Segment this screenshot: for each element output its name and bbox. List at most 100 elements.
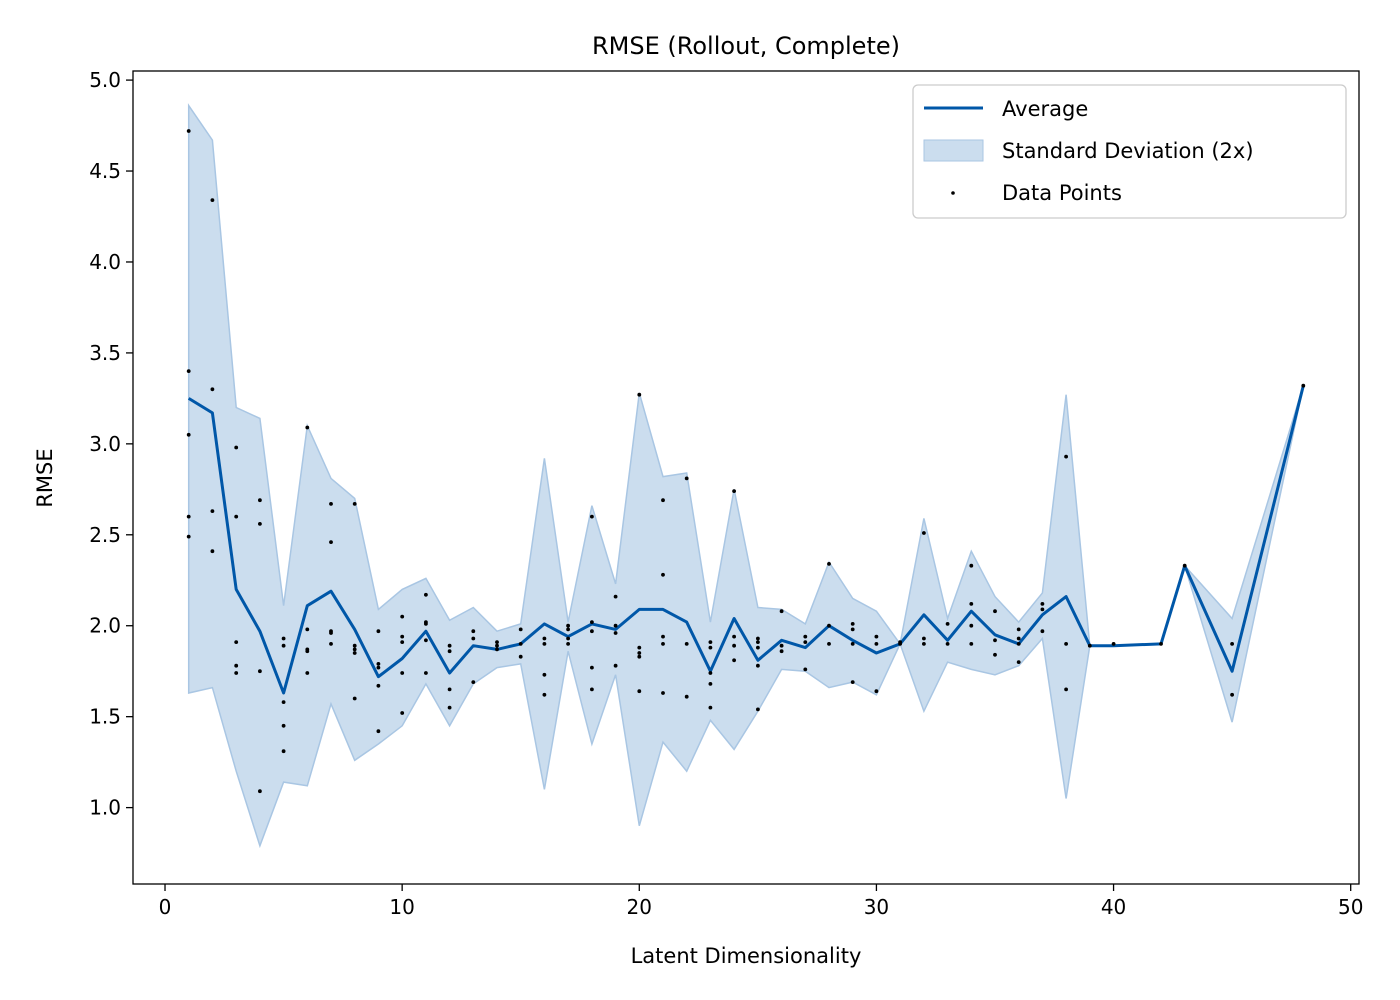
data-point — [590, 687, 594, 692]
data-point — [732, 643, 736, 648]
data-point — [684, 694, 689, 699]
data-point — [376, 662, 381, 666]
data-point — [258, 498, 262, 503]
data-point — [613, 623, 618, 628]
data-point — [1159, 642, 1163, 646]
data-point — [234, 671, 239, 675]
data-point — [708, 671, 713, 675]
data-point — [424, 671, 428, 675]
data-point — [850, 627, 855, 632]
data-point — [637, 651, 642, 655]
data-point — [1064, 687, 1068, 692]
data-point — [874, 642, 879, 646]
data-point — [637, 689, 642, 694]
data-point — [803, 634, 808, 639]
data-point — [827, 642, 831, 646]
data-point — [803, 667, 808, 672]
legend-box — [912, 84, 1347, 219]
data-point — [305, 627, 310, 632]
data-point — [1016, 642, 1021, 646]
data-point — [779, 643, 784, 648]
data-point — [424, 638, 428, 643]
data-point — [756, 663, 760, 668]
data-point — [827, 562, 831, 566]
data-point — [590, 629, 594, 634]
y-axis: 1.0 1.5 2.0 2.5 3.0 3.5 4.0 4.5 5.0 — [89, 68, 133, 820]
data-point — [495, 640, 499, 644]
data-point — [566, 636, 570, 641]
data-point — [637, 654, 642, 659]
data-point — [732, 634, 736, 639]
data-point — [756, 640, 760, 644]
data-point — [661, 498, 665, 503]
data-point — [850, 680, 855, 684]
data-point — [471, 629, 476, 634]
data-point — [424, 622, 428, 626]
legend-point-symbol — [951, 191, 955, 195]
x-tick-label: 0 — [159, 895, 172, 919]
data-point — [210, 549, 215, 554]
data-point — [258, 789, 262, 794]
data-point — [969, 563, 974, 568]
data-point — [637, 392, 642, 397]
data-point — [1111, 642, 1116, 646]
data-point — [518, 642, 523, 646]
data-point — [210, 509, 215, 513]
data-point — [969, 602, 974, 606]
data-point — [352, 643, 357, 648]
data-point — [566, 627, 570, 632]
y-tick-label: 2.0 — [89, 614, 121, 638]
data-point — [1064, 642, 1068, 646]
data-point — [590, 665, 594, 670]
data-point — [234, 663, 239, 668]
data-point — [281, 749, 286, 754]
data-point — [922, 636, 926, 641]
data-point — [1016, 636, 1021, 641]
data-point — [969, 642, 974, 646]
data-point — [542, 672, 547, 677]
data-point — [1230, 642, 1234, 646]
data-point — [1182, 563, 1187, 568]
data-point — [447, 705, 452, 710]
data-point — [281, 636, 286, 641]
data-point — [874, 634, 879, 639]
data-point — [471, 636, 476, 641]
data-point — [874, 689, 879, 694]
data-point — [922, 642, 926, 646]
data-point — [542, 692, 547, 697]
data-point — [186, 369, 191, 373]
data-point — [186, 432, 191, 437]
x-axis: 0 10 20 30 40 50 — [159, 884, 1363, 919]
data-point — [542, 636, 547, 641]
data-point — [850, 622, 855, 626]
data-point — [329, 540, 333, 544]
data-point — [352, 647, 357, 652]
data-point — [305, 649, 310, 654]
data-point — [305, 425, 310, 430]
data-point — [803, 640, 808, 644]
data-point — [922, 531, 926, 535]
data-point — [1016, 627, 1021, 632]
legend: Average Standard Deviation (2x) Data Poi… — [912, 84, 1347, 219]
data-point — [661, 642, 665, 646]
data-point — [281, 723, 286, 728]
data-point — [186, 514, 191, 519]
std-band-layer — [187, 103, 1305, 849]
data-point — [400, 634, 405, 639]
y-tick-label: 5.0 — [89, 68, 121, 92]
data-point — [495, 643, 499, 648]
data-point — [827, 623, 831, 628]
data-point — [1040, 607, 1045, 612]
data-point — [661, 691, 665, 695]
data-point — [1040, 602, 1045, 606]
y-tick-label: 1.5 — [89, 705, 121, 729]
data-point — [613, 663, 618, 668]
data-point — [1064, 454, 1068, 459]
data-point — [400, 711, 405, 715]
data-point — [1230, 692, 1234, 697]
data-point — [969, 623, 974, 628]
y-tick-label: 4.5 — [89, 159, 121, 183]
data-point — [732, 489, 736, 493]
data-point — [495, 647, 499, 652]
